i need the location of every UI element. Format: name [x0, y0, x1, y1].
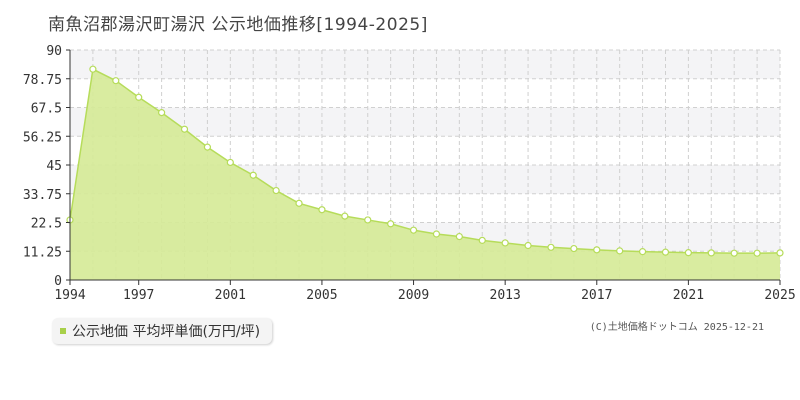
- x-tick-label: 2025: [764, 288, 795, 303]
- x-tick-label: 2005: [306, 288, 337, 303]
- data-point: [776, 249, 784, 257]
- data-point: [89, 65, 97, 73]
- x-tick-label: 2013: [490, 288, 521, 303]
- data-point: [409, 226, 418, 234]
- x-tick-label: 1994: [54, 288, 85, 303]
- y-tick-label: 45: [46, 159, 62, 174]
- data-point: [112, 77, 120, 85]
- data-point: [272, 186, 280, 195]
- chart-title: 南魚沼郡湯沢町湯沢 公示地価推移[1994-2025]: [48, 15, 428, 35]
- data-point: [501, 239, 509, 247]
- y-tick-label: 0: [54, 274, 62, 289]
- y-tick-label: 22.5: [31, 217, 62, 232]
- y-tick-label: 33.75: [23, 188, 62, 203]
- data-point: [547, 243, 555, 251]
- data-point: [180, 125, 189, 133]
- x-tick-label: 2021: [673, 288, 704, 303]
- data-point: [249, 171, 257, 179]
- y-tick-label: 56.25: [23, 130, 62, 145]
- data-point: [364, 216, 372, 224]
- legend: 公示地価 平均坪単価(万円/坪): [52, 318, 273, 344]
- y-tick-label: 11.25: [23, 245, 62, 260]
- x-tick-label: 1997: [123, 288, 154, 303]
- data-point: [318, 206, 326, 214]
- credit-text: (C)土地価格ドットコム 2025-12-21: [589, 322, 764, 333]
- legend-label: 公示地価 平均坪単価(万円/坪): [72, 324, 261, 340]
- data-point: [730, 249, 738, 257]
- data-point: [593, 246, 601, 254]
- data-point: [753, 249, 761, 257]
- x-tick-label: 2001: [215, 288, 246, 303]
- x-tick-label: 2017: [581, 288, 612, 303]
- data-point: [387, 220, 395, 228]
- data-point: [135, 93, 143, 101]
- y-tick-label: 78.75: [23, 73, 62, 88]
- data-point: [432, 230, 441, 238]
- data-point: [661, 248, 670, 256]
- data-point: [616, 247, 624, 255]
- data-point: [707, 249, 715, 257]
- legend-marker: [60, 328, 66, 334]
- series-area: [70, 69, 780, 281]
- data-point: [570, 244, 578, 253]
- data-point: [478, 236, 486, 244]
- data-point: [684, 249, 692, 257]
- data-point: [203, 143, 212, 151]
- grid-band: [70, 50, 780, 79]
- x-tick-label: 2009: [398, 288, 429, 303]
- y-tick-label: 67.5: [31, 102, 62, 117]
- y-tick-label: 90: [46, 44, 62, 59]
- data-point: [455, 232, 463, 241]
- data-point: [524, 241, 532, 250]
- data-point: [295, 199, 303, 207]
- data-point: [341, 212, 349, 220]
- data-point: [226, 158, 234, 167]
- series-line: [69, 68, 781, 254]
- data-point: [158, 109, 166, 117]
- data-point: [638, 248, 647, 256]
